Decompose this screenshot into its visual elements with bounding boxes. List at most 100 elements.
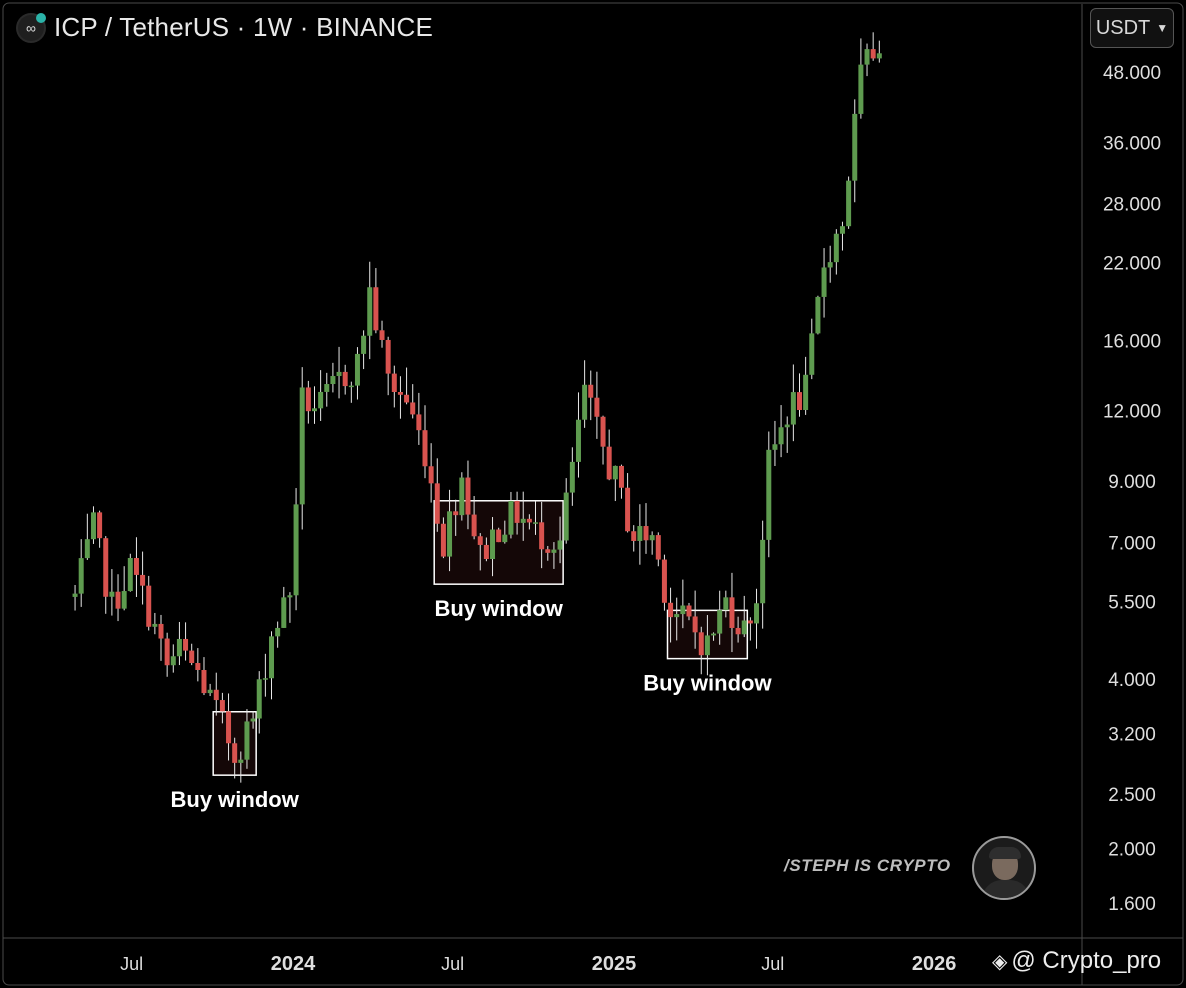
chart-title: ICP / TetherUS · 1W · BINANCE	[54, 12, 434, 42]
candle-up	[367, 287, 373, 336]
y-tick-label: 48.000	[1103, 63, 1161, 84]
candle-down	[140, 574, 146, 586]
candle-down	[514, 500, 520, 523]
candle-up	[551, 549, 557, 553]
y-tick-label: 22.000	[1103, 254, 1161, 275]
candle-up	[72, 593, 78, 597]
candle-up	[520, 518, 526, 523]
candle-up	[293, 504, 299, 596]
candle-up	[846, 180, 852, 227]
candle-up	[256, 679, 262, 719]
candle-down	[483, 544, 489, 560]
x-tick-label: 2025	[592, 953, 637, 975]
candle-down	[410, 402, 416, 415]
candle-down	[588, 384, 594, 398]
candle-up	[612, 465, 618, 480]
candle-up	[238, 759, 244, 763]
candle-up	[575, 419, 581, 462]
candle-up	[84, 539, 90, 559]
candle-up	[275, 627, 281, 637]
currency-label: USDT	[1095, 16, 1151, 39]
candle-down	[219, 700, 225, 712]
y-tick-label: 4.000	[1108, 670, 1156, 691]
candle-up	[311, 408, 317, 412]
candle-up	[207, 689, 213, 694]
candle-up	[330, 376, 336, 385]
candle-up	[176, 638, 182, 657]
candle-down	[385, 339, 391, 374]
candle-down	[440, 523, 446, 557]
y-tick-label: 7.000	[1108, 533, 1156, 554]
candle-up	[244, 721, 250, 760]
x-tick-label: Jul	[120, 954, 143, 974]
buy-window-label: Buy window	[171, 787, 300, 812]
candle-down	[183, 638, 189, 651]
candle-up	[766, 449, 772, 540]
candle-down	[539, 522, 545, 550]
x-tick-label: 2026	[912, 953, 957, 975]
candle-down	[477, 536, 483, 545]
candle-down	[305, 387, 311, 412]
candle-up	[839, 226, 845, 234]
candle-up	[711, 633, 717, 636]
candle-up	[508, 500, 514, 535]
candle-up	[287, 595, 293, 598]
candle-down	[422, 430, 428, 467]
candle-down	[870, 49, 876, 59]
candle-up	[569, 461, 575, 493]
candle-up	[281, 597, 287, 628]
candle-up	[674, 614, 680, 618]
candle-up	[262, 678, 268, 680]
y-tick-label: 12.000	[1103, 402, 1161, 423]
candle-down	[747, 620, 753, 624]
candle-up	[803, 374, 809, 411]
candle-down	[195, 663, 201, 670]
candle-up	[490, 529, 496, 560]
y-tick-label: 28.000	[1103, 195, 1161, 216]
candle-down	[342, 371, 348, 387]
candle-down	[397, 392, 403, 395]
candle-up	[324, 384, 330, 392]
candle-down	[735, 627, 741, 635]
y-tick-label: 36.000	[1103, 133, 1161, 154]
candle-down	[201, 669, 207, 694]
candle-down	[625, 487, 631, 532]
candle-down	[668, 602, 674, 618]
candle-up	[361, 335, 367, 354]
candle-down	[226, 711, 232, 744]
credit-line: ◈ @ Crypto_pro	[992, 947, 1161, 975]
candle-up	[90, 512, 96, 540]
binance-diamond-icon: ◈	[992, 950, 1008, 973]
y-tick-label: 16.000	[1103, 331, 1161, 352]
candle-down	[213, 689, 219, 701]
candle-up	[809, 333, 815, 375]
candle-up	[876, 53, 882, 59]
candle-up	[152, 623, 158, 627]
candle-up	[299, 387, 305, 505]
candle-up	[717, 610, 723, 634]
buy-window-label: Buy window	[435, 596, 564, 621]
candle-down	[97, 512, 103, 539]
candle-up	[250, 718, 256, 722]
currency-selector-button[interactable]: USDT ▼	[1090, 8, 1174, 48]
candle-down	[232, 743, 238, 763]
candle-down	[594, 397, 600, 417]
candle-up	[772, 444, 778, 450]
candle-up	[821, 267, 827, 297]
y-tick-label: 2.500	[1108, 785, 1156, 806]
infinity-logo-icon: ∞	[16, 12, 46, 43]
x-tick-label: Jul	[441, 954, 464, 974]
y-tick-label: 9.000	[1108, 472, 1156, 493]
candle-up	[680, 605, 686, 615]
chart-header: ∞ ICP / TetherUS · 1W · BINANCE	[16, 12, 433, 43]
candle-up	[704, 635, 710, 656]
candle-down	[146, 585, 152, 627]
candle-down	[158, 623, 164, 639]
candle-up	[815, 296, 821, 334]
candle-up	[121, 591, 127, 609]
candle-up	[557, 540, 563, 550]
candle-up	[533, 522, 539, 524]
candle-up	[778, 427, 784, 445]
